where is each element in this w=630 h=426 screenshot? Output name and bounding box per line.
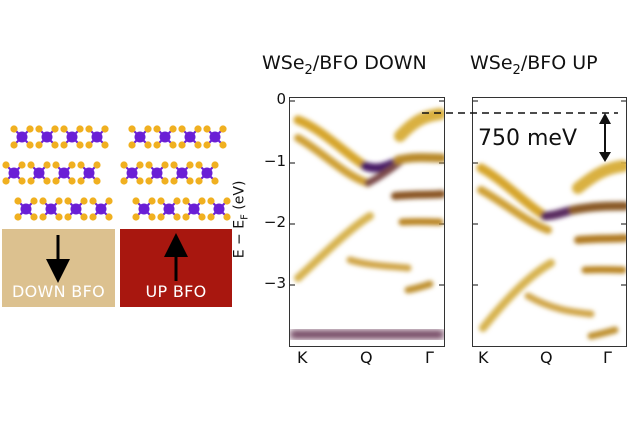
bfo-up-label: UP BFO: [145, 282, 207, 301]
panel-title-up: WSe2/BFO UP: [470, 52, 598, 78]
k-label-down-K: K: [297, 348, 308, 367]
energy-shift-label: 750 meV: [478, 126, 577, 151]
crystal-structure-down: [2, 125, 113, 221]
k-label-down-Q: Q: [360, 348, 373, 367]
arrow-down-icon: [46, 235, 70, 283]
crystal-structure-up: [120, 125, 231, 221]
y-tick-1: −1: [263, 152, 286, 170]
crystal-structures: [2, 125, 231, 221]
bfo-up-block: UP BFO: [120, 229, 232, 307]
y-tick-2: −2: [263, 213, 286, 231]
k-label-up-Q: Q: [540, 348, 553, 367]
panel-title-down: WSe2/BFO DOWN: [262, 52, 427, 78]
y-tick-3: −3: [263, 274, 286, 292]
y-tick-0: 0: [276, 90, 286, 108]
band-panel-down: [289, 97, 445, 347]
k-label-down-G: Γ: [425, 348, 434, 367]
bfo-down-label: DOWN BFO: [12, 282, 105, 301]
energy-shift-annotation: [422, 112, 618, 162]
k-label-up-G: Γ: [603, 348, 612, 367]
bfo-down-block: DOWN BFO: [2, 229, 115, 307]
k-label-up-K: K: [478, 348, 489, 367]
band-map-up: [473, 100, 626, 340]
y-axis-label: E − EF (eV): [231, 180, 251, 259]
band-map-down: [290, 100, 444, 339]
band-panel-up: [472, 97, 627, 347]
arrow-up-icon: [164, 233, 188, 281]
